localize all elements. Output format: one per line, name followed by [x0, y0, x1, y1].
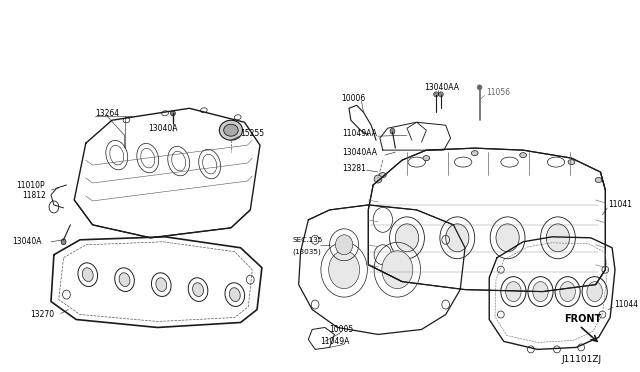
Ellipse shape — [396, 224, 419, 252]
Text: 11010P: 11010P — [16, 180, 45, 189]
Ellipse shape — [595, 177, 602, 183]
Ellipse shape — [119, 273, 130, 286]
Ellipse shape — [335, 235, 353, 255]
Ellipse shape — [496, 224, 519, 252]
Text: 13040AA: 13040AA — [424, 83, 460, 92]
Ellipse shape — [434, 92, 438, 97]
Text: 11044: 11044 — [614, 300, 638, 309]
Text: SEC.135: SEC.135 — [293, 237, 323, 243]
Ellipse shape — [61, 239, 66, 245]
Ellipse shape — [520, 153, 527, 158]
Text: 11812: 11812 — [22, 192, 45, 201]
Ellipse shape — [224, 124, 238, 136]
Ellipse shape — [506, 282, 521, 302]
Ellipse shape — [390, 128, 395, 134]
Ellipse shape — [423, 155, 429, 161]
Text: 11049A: 11049A — [320, 337, 349, 346]
Ellipse shape — [83, 268, 93, 282]
Text: 11041: 11041 — [608, 201, 632, 209]
Text: 13040AA: 13040AA — [342, 148, 377, 157]
Ellipse shape — [220, 120, 243, 140]
Ellipse shape — [156, 278, 166, 292]
Text: 11056: 11056 — [486, 88, 511, 97]
Text: 13040A: 13040A — [12, 237, 42, 246]
Text: 13264: 13264 — [95, 109, 120, 118]
Ellipse shape — [438, 92, 444, 97]
Ellipse shape — [560, 282, 575, 302]
Text: 13040A: 13040A — [148, 124, 177, 133]
Text: 11049AA: 11049AA — [342, 129, 377, 138]
Text: (13035): (13035) — [293, 248, 321, 255]
Text: 15255: 15255 — [241, 129, 265, 138]
Text: 13281: 13281 — [342, 164, 366, 173]
Text: J11101ZJ: J11101ZJ — [562, 355, 602, 364]
Ellipse shape — [532, 282, 548, 302]
Ellipse shape — [380, 173, 386, 177]
Text: 10005: 10005 — [330, 325, 354, 334]
Ellipse shape — [229, 288, 240, 301]
Ellipse shape — [193, 283, 204, 296]
Ellipse shape — [477, 85, 482, 90]
Ellipse shape — [471, 151, 478, 155]
Ellipse shape — [547, 224, 570, 252]
Text: 13270: 13270 — [29, 310, 54, 319]
Ellipse shape — [374, 175, 382, 183]
Ellipse shape — [445, 224, 469, 252]
Text: 10006: 10006 — [341, 94, 365, 103]
Ellipse shape — [568, 160, 575, 164]
Ellipse shape — [329, 251, 360, 289]
Ellipse shape — [382, 251, 413, 289]
Ellipse shape — [587, 282, 602, 302]
Text: FRONT: FRONT — [564, 314, 601, 324]
Ellipse shape — [170, 111, 175, 116]
